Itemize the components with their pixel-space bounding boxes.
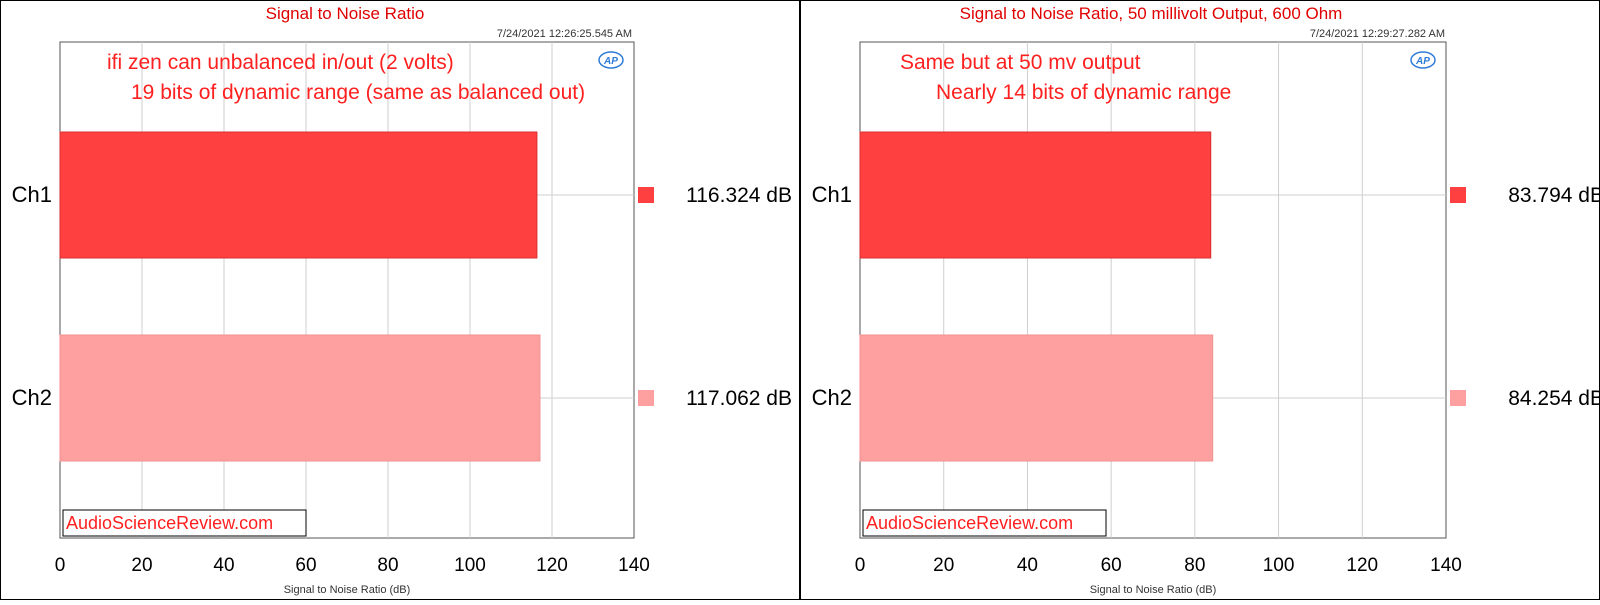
x-tick-label: 120 (536, 555, 568, 576)
x-tick-label: 60 (1101, 555, 1122, 576)
category-label: Ch2 (12, 385, 52, 410)
legend-swatch (1450, 187, 1466, 203)
annotation-line: ifi zen can unbalanced in/out (2 volts) (107, 51, 454, 74)
category-label: Ch2 (812, 385, 852, 410)
chart-timestamp: 7/24/2021 12:29:27.282 AM (1310, 28, 1445, 40)
legend-swatch (1450, 390, 1466, 406)
annotation-line: Nearly 14 bits of dynamic range (936, 81, 1231, 104)
x-axis-label: Signal to Noise Ratio (dB) (1090, 584, 1217, 596)
legend-swatch (638, 187, 654, 203)
category-label: Ch1 (12, 182, 52, 207)
x-tick-label: 80 (1184, 555, 1205, 576)
x-tick-label: 140 (1430, 555, 1462, 576)
x-tick-label: 80 (377, 555, 398, 576)
chart-title: Signal to Noise Ratio (266, 4, 425, 23)
watermark-text: AudioScienceReview.com (866, 513, 1073, 533)
x-tick-label: 20 (131, 555, 152, 576)
ap-logo-text: AP (603, 56, 618, 67)
value-label: 83.794 dB (1508, 184, 1600, 207)
annotation-line: Same but at 50 mv output (900, 51, 1141, 74)
plot-area (60, 42, 634, 538)
x-tick-label: 20 (933, 555, 954, 576)
legend-swatch (638, 390, 654, 406)
x-tick-label: 40 (1017, 555, 1038, 576)
bar-ch2 (60, 335, 540, 461)
value-label: 116.324 dB (686, 184, 792, 207)
x-tick-label: 60 (295, 555, 316, 576)
chart-title: Signal to Noise Ratio, 50 millivolt Outp… (960, 4, 1343, 23)
annotation-line: 19 bits of dynamic range (same as balanc… (131, 81, 585, 104)
ap-logo-text: AP (1415, 56, 1430, 67)
bar-ch1 (60, 132, 537, 258)
value-label: 117.062 dB (686, 387, 792, 410)
x-tick-label: 0 (55, 555, 66, 576)
bar-ch2 (860, 335, 1213, 461)
x-tick-label: 0 (855, 555, 866, 576)
plot-area (860, 42, 1446, 538)
chart-timestamp: 7/24/2021 12:26:25.545 AM (497, 28, 632, 40)
value-label: 84.254 dB (1508, 387, 1600, 410)
x-axis-label: Signal to Noise Ratio (dB) (284, 584, 411, 596)
x-tick-label: 100 (454, 555, 486, 576)
x-tick-label: 40 (213, 555, 234, 576)
category-label: Ch1 (812, 182, 852, 207)
chart-panel-1: Signal to Noise Ratio 7/24/2021 12:26:25.… (1, 1, 800, 600)
watermark-text: AudioScienceReview.com (66, 513, 273, 533)
bar-ch1 (860, 132, 1211, 258)
chart-panel-2: Signal to Noise Ratio, 50 millivolt Outp… (801, 1, 1600, 600)
x-tick-label: 100 (1263, 555, 1295, 576)
x-tick-label: 120 (1346, 555, 1378, 576)
x-tick-label: 140 (618, 555, 650, 576)
